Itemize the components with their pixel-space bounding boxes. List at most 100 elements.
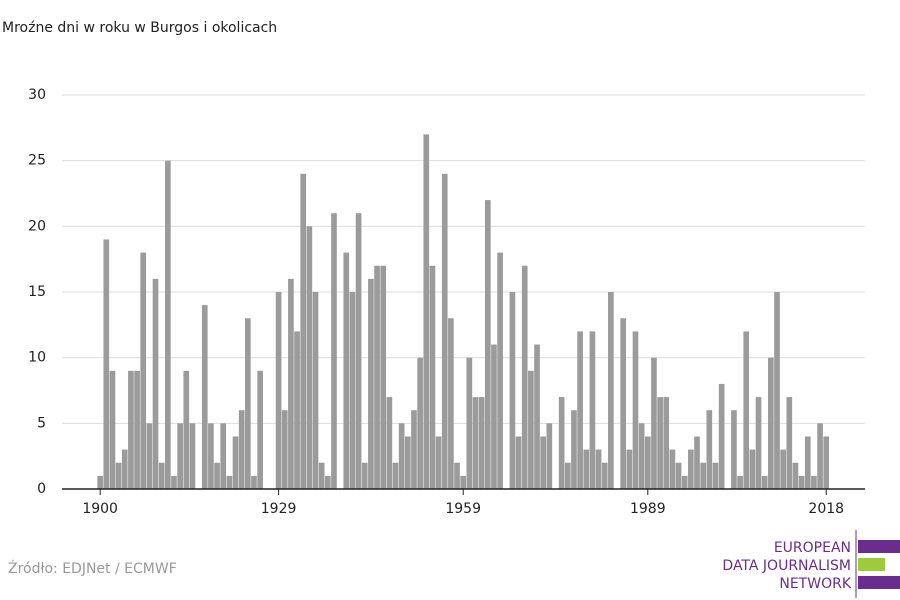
bar	[694, 436, 700, 489]
bar	[244, 318, 251, 489]
y-tick-label: 30	[28, 87, 46, 103]
y-tick-label: 25	[28, 153, 46, 169]
bar	[638, 423, 645, 489]
bar	[454, 462, 460, 489]
bar	[361, 462, 368, 489]
bar	[811, 475, 817, 489]
bar	[731, 410, 737, 489]
y-tick-label: 15	[28, 284, 46, 300]
bar	[312, 292, 319, 489]
bar	[540, 436, 547, 489]
bar	[324, 475, 331, 489]
logo-text: DATA JOURNALISM	[722, 558, 851, 574]
bar	[380, 265, 387, 489]
bar	[509, 292, 516, 489]
logo-bar	[858, 540, 900, 553]
bar	[448, 318, 454, 489]
bar	[97, 475, 103, 489]
bar	[472, 397, 479, 489]
bar	[165, 160, 171, 489]
bar	[331, 213, 337, 489]
bar	[134, 370, 140, 489]
x-tick-label: 1900	[82, 501, 118, 517]
bar	[571, 410, 577, 489]
bar	[712, 462, 719, 489]
bar	[238, 410, 245, 489]
chart-title: Mroźne dni w roku w Burgos i okolicach	[2, 20, 277, 36]
bar	[288, 278, 294, 489]
bar	[749, 449, 756, 489]
source: Źródło: EDJNet / ECMWF	[8, 559, 177, 577]
bar	[214, 462, 220, 489]
bar	[398, 423, 405, 489]
bar	[435, 436, 442, 489]
bar	[681, 475, 688, 489]
bar	[128, 370, 134, 489]
bar	[534, 344, 540, 489]
bar	[651, 357, 657, 489]
bar	[103, 239, 110, 489]
bar	[798, 475, 805, 489]
bar	[521, 265, 528, 489]
bar	[152, 278, 159, 489]
bar	[281, 410, 288, 489]
x-tick-label: 1959	[445, 501, 481, 517]
bar	[515, 436, 522, 489]
bar	[171, 475, 177, 489]
bar	[177, 423, 183, 489]
y-tick-label: 0	[37, 481, 46, 497]
x-tick-label: 1989	[630, 501, 666, 517]
bar	[460, 475, 467, 489]
bar	[817, 423, 823, 489]
bar	[183, 370, 190, 489]
bar	[564, 462, 571, 489]
bar	[441, 173, 448, 490]
bar	[466, 357, 473, 489]
bar	[804, 436, 811, 489]
bar	[786, 397, 793, 489]
logo-bar	[858, 558, 885, 571]
bar	[589, 331, 596, 489]
bar	[251, 475, 257, 489]
bar	[220, 423, 227, 489]
bar	[663, 397, 670, 489]
bar	[823, 436, 830, 489]
bar	[349, 292, 356, 489]
bar	[768, 357, 774, 489]
y-tick-label: 10	[28, 350, 46, 366]
bar	[109, 370, 116, 489]
bar	[558, 397, 565, 489]
bar	[755, 397, 762, 489]
bar	[718, 383, 725, 489]
bar	[368, 278, 374, 489]
bar	[644, 436, 651, 489]
bar	[688, 449, 694, 489]
bar	[140, 252, 147, 489]
y-tick-label: 20	[28, 218, 46, 234]
bar	[158, 462, 165, 489]
bar	[355, 213, 362, 489]
bar	[417, 357, 423, 489]
bar	[669, 449, 676, 489]
y-tick-label: 5	[37, 415, 46, 431]
bar	[601, 462, 608, 489]
bar	[294, 331, 300, 489]
logo-text: EUROPEAN	[774, 540, 851, 556]
bar	[201, 305, 208, 489]
bar	[657, 397, 663, 489]
bar	[626, 449, 633, 489]
bar	[374, 265, 380, 489]
bar	[189, 423, 196, 489]
bar	[632, 331, 639, 489]
bar	[491, 344, 497, 489]
bar	[774, 292, 780, 489]
bar	[257, 370, 263, 489]
bar	[595, 449, 602, 489]
bar	[306, 226, 313, 490]
bar	[497, 252, 503, 489]
bar	[528, 370, 534, 489]
bar	[146, 423, 153, 489]
bar	[423, 134, 430, 489]
bar	[411, 410, 417, 489]
bar	[386, 397, 393, 489]
